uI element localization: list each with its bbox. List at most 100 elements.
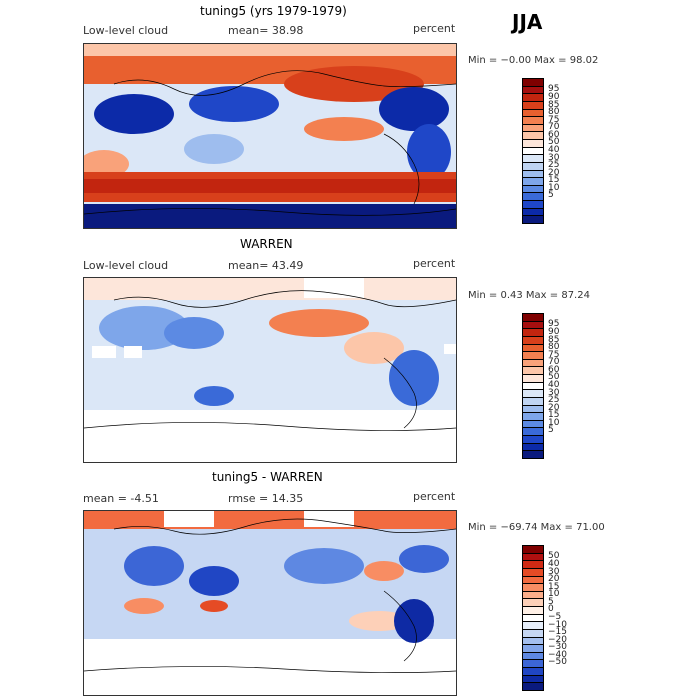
- colorbar-tick-label: −5: [548, 612, 562, 622]
- colorbar-tick-label: 40: [548, 145, 560, 155]
- colorbar-segment: [523, 367, 543, 375]
- colorbar-tick-label: 85: [548, 99, 560, 110]
- colorbar-tick-label: 20: [548, 574, 560, 585]
- colorbar-tick-label: 10: [548, 182, 560, 193]
- panel1-units-label: percent: [413, 22, 456, 35]
- colorbar-segment: [523, 155, 543, 163]
- colorbar-segment: [523, 675, 543, 684]
- colorbar-segment: [523, 568, 543, 577]
- colorbar-tick-label: 0: [548, 604, 554, 615]
- colorbar-segment: [523, 86, 543, 95]
- colorbar-segment: [523, 117, 543, 125]
- colorbar-tick-label: −15: [548, 627, 567, 638]
- colorbar-tick-label: 95: [548, 84, 560, 95]
- colorbar-segment: [523, 397, 543, 406]
- colorbar-tick-label: 5: [548, 425, 554, 436]
- colorbar-segment: [523, 436, 543, 444]
- panel2-colorbar: [522, 313, 544, 459]
- colorbar-segment: [523, 668, 543, 676]
- colorbar-segment: [523, 109, 543, 118]
- colorbar-segment: [523, 124, 543, 133]
- panel3-rmse-label: rmse = 14.35: [228, 492, 304, 505]
- panel2-map: [83, 277, 457, 463]
- colorbar-tick-label: 80: [548, 342, 560, 353]
- colorbar-segment: [523, 390, 543, 398]
- colorbar-segment: [523, 185, 543, 194]
- colorbar-tick-label: −30: [548, 642, 567, 653]
- colorbar-segment: [523, 629, 543, 638]
- colorbar-tick-label: 30: [548, 566, 560, 577]
- colorbar-segment: [523, 591, 543, 600]
- panel3-minmax: Min = −69.74 Max = 71.00: [468, 522, 605, 533]
- colorbar-tick-label: 90: [548, 91, 560, 102]
- colorbar-tick-label: 5: [548, 596, 554, 607]
- colorbar-segment: [523, 344, 543, 353]
- colorbar-tick-label: 10: [548, 589, 560, 600]
- colorbar-tick-label: 5: [548, 190, 554, 201]
- panel1-minmax: Min = −0.00 Max = 98.02: [468, 55, 599, 66]
- colorbar-tick-label: 70: [548, 357, 560, 368]
- colorbar-segment: [523, 147, 543, 156]
- colorbar-segment: [523, 94, 543, 102]
- colorbar-segment: [523, 576, 543, 585]
- colorbar-tick-label: 70: [548, 122, 560, 133]
- colorbar-segment: [523, 413, 543, 421]
- colorbar-segment: [523, 614, 543, 623]
- colorbar-segment: [523, 451, 543, 458]
- colorbar-tick-label: 50: [548, 372, 560, 383]
- colorbar-segment: [523, 336, 543, 345]
- colorbar-segment: [523, 314, 543, 322]
- colorbar-segment: [523, 584, 543, 592]
- colorbar-tick-label: −40: [548, 649, 567, 660]
- colorbar-tick-label: 75: [548, 114, 560, 125]
- colorbar-segment: [523, 553, 543, 562]
- colorbar-tick-label: 25: [548, 160, 560, 171]
- colorbar-segment: [523, 201, 543, 209]
- colorbar-segment: [523, 140, 543, 148]
- colorbar-segment: [523, 420, 543, 429]
- colorbar-tick-label: 90: [548, 326, 560, 337]
- colorbar-tick-label: 80: [548, 107, 560, 118]
- colorbar-segment: [523, 208, 543, 217]
- colorbar-tick-label: 30: [548, 387, 560, 398]
- panel1-variable-label: Low-level cloud: [83, 24, 169, 37]
- colorbar-tick-label: 10: [548, 417, 560, 428]
- colorbar-tick-label: 20: [548, 167, 560, 178]
- colorbar-tick-label: −10: [548, 619, 567, 630]
- colorbar-segment: [523, 193, 543, 201]
- colorbar-segment: [523, 375, 543, 383]
- panel1-map: [83, 43, 457, 229]
- panel2-mean-label: mean= 43.49: [228, 259, 304, 272]
- colorbar-tick-label: 60: [548, 129, 560, 140]
- colorbar-tick-label: 75: [548, 349, 560, 360]
- colorbar-tick-label: 15: [548, 175, 560, 186]
- colorbar-tick-label: 95: [548, 319, 560, 330]
- colorbar-segment: [523, 652, 543, 661]
- panel3-mean-label: mean = -4.51: [83, 492, 159, 505]
- colorbar-segment: [523, 352, 543, 360]
- panel2-title: WARREN: [240, 237, 293, 251]
- colorbar-segment: [523, 443, 543, 452]
- panel1-heatmap: [84, 44, 456, 228]
- colorbar-tick-label: 40: [548, 558, 560, 569]
- colorbar-segment: [523, 162, 543, 171]
- colorbar-segment: [523, 79, 543, 87]
- panel1-title: tuning5 (yrs 1979-1979): [200, 4, 347, 18]
- colorbar-segment: [523, 216, 543, 223]
- colorbar-tick-label: 30: [548, 152, 560, 163]
- panel1-mean-label: mean= 38.98: [228, 24, 304, 37]
- colorbar-tick-label: 25: [548, 395, 560, 406]
- colorbar-segment: [523, 170, 543, 179]
- colorbar-segment: [523, 599, 543, 607]
- colorbar-segment: [523, 359, 543, 368]
- colorbar-tick-label: 15: [548, 410, 560, 421]
- colorbar-tick-label: −50: [548, 657, 567, 668]
- colorbar-segment: [523, 428, 543, 436]
- panel3-colorbar: [522, 545, 544, 691]
- colorbar-segment: [523, 405, 543, 414]
- colorbar-segment: [523, 607, 543, 615]
- panel2-variable-label: Low-level cloud: [83, 259, 169, 272]
- colorbar-tick-label: 60: [548, 364, 560, 375]
- colorbar-segment: [523, 321, 543, 330]
- colorbar-segment: [523, 329, 543, 337]
